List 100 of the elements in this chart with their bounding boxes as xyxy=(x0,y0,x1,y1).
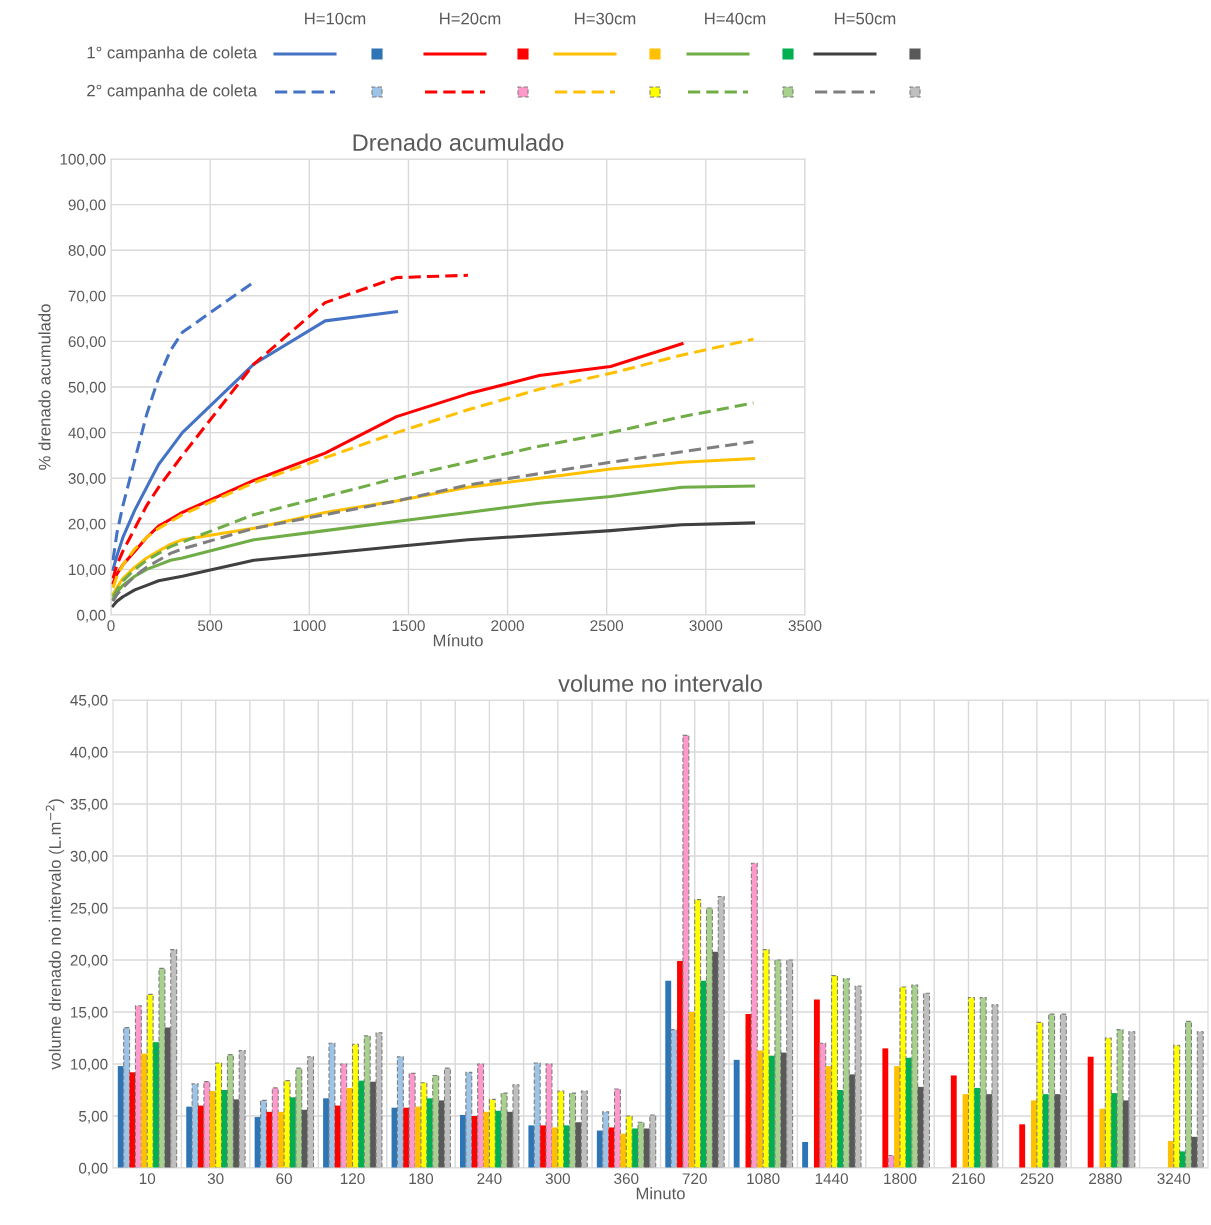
bar xyxy=(134,1005,142,1168)
text: H=30cm xyxy=(575,12,636,25)
x-tick-label: 0 xyxy=(107,620,115,632)
y-tick-label: 5,00 xyxy=(79,1110,108,1124)
bar xyxy=(203,1081,211,1168)
bar xyxy=(694,899,702,1168)
bar xyxy=(905,1057,912,1168)
bar xyxy=(677,961,683,1168)
bar xyxy=(757,1050,764,1168)
x-tick-label: 60 xyxy=(276,1173,292,1185)
bar xyxy=(569,1092,577,1168)
bar xyxy=(465,1071,473,1168)
bar xyxy=(712,951,719,1168)
bar xyxy=(780,1052,787,1168)
bar xyxy=(774,959,782,1168)
bar xyxy=(733,1059,740,1168)
x-tick-label: 3500 xyxy=(788,620,822,632)
bar xyxy=(403,1107,410,1168)
bar xyxy=(323,1098,329,1168)
bar xyxy=(637,1121,645,1168)
y-tick-label: 80,00 xyxy=(68,245,106,258)
bar xyxy=(408,1072,416,1168)
bar xyxy=(632,1128,639,1168)
x-tick-label: 240 xyxy=(477,1173,502,1185)
x-tick-label: 3000 xyxy=(689,620,723,632)
y-tick-label: 45,00 xyxy=(70,694,108,708)
y-tick-label: 15,00 xyxy=(71,1006,108,1020)
bar xyxy=(289,1097,296,1168)
y-tick-label: 20,00 xyxy=(70,954,108,968)
bar xyxy=(500,1092,508,1168)
bar xyxy=(266,1111,273,1168)
x-tick-label: 120 xyxy=(340,1173,365,1185)
y-tick-label: 70,00 xyxy=(68,290,106,304)
bar xyxy=(580,1090,588,1168)
y-tick-label: 30,00 xyxy=(68,473,106,486)
bar xyxy=(295,1067,303,1168)
y-tick-label: 0,00 xyxy=(79,1162,108,1176)
line-series xyxy=(111,521,755,608)
bar xyxy=(802,1142,809,1168)
x-tick-label: 2500 xyxy=(590,620,624,632)
bar xyxy=(923,992,931,1168)
bar xyxy=(842,978,850,1168)
bar xyxy=(533,1062,541,1168)
y-tick-label: 10,00 xyxy=(71,1058,108,1072)
bar xyxy=(688,1012,695,1168)
y-tick-label: 100,00 xyxy=(60,153,106,167)
bar xyxy=(557,1090,565,1168)
text: H=20cm xyxy=(440,12,501,25)
x-axis-title: Mínuto xyxy=(433,633,483,647)
bar xyxy=(375,1032,383,1168)
x-tick-label: 720 xyxy=(682,1173,707,1185)
x-tick-label: 300 xyxy=(545,1173,570,1185)
bar xyxy=(625,1115,633,1168)
bar xyxy=(825,1066,832,1168)
text: 1° campanha de coleta xyxy=(87,46,258,62)
bar xyxy=(1128,1031,1136,1168)
bar xyxy=(363,1035,371,1168)
bar xyxy=(1036,1021,1044,1168)
y-tick-label: 40,00 xyxy=(70,746,108,760)
y-tick-label: 25,00 xyxy=(70,902,108,916)
bar xyxy=(665,980,672,1168)
x-axis-title: Minuto xyxy=(636,1187,685,1200)
x-tick-label: 10 xyxy=(139,1173,156,1185)
bar xyxy=(602,1111,610,1168)
bar xyxy=(613,1088,621,1168)
bar xyxy=(215,1062,223,1168)
bar xyxy=(432,1074,440,1168)
y-tick-label: 20,00 xyxy=(68,518,106,532)
bar xyxy=(1191,1136,1198,1168)
bar xyxy=(967,996,975,1168)
bar xyxy=(443,1067,451,1168)
y-tick-label: 60,00 xyxy=(68,336,106,349)
bar xyxy=(882,1048,889,1168)
x-tick-label: 30 xyxy=(207,1173,224,1185)
bar xyxy=(271,1087,279,1168)
bar xyxy=(226,1054,234,1168)
bar xyxy=(894,1066,901,1168)
bar xyxy=(769,1055,775,1168)
bar xyxy=(819,1042,827,1168)
bar xyxy=(1087,1056,1094,1168)
bar xyxy=(899,986,907,1168)
x-tick-label: 3240 xyxy=(1157,1173,1191,1185)
y-tick-label: 50,00 xyxy=(68,381,106,395)
x-tick-label: 2520 xyxy=(1020,1173,1054,1185)
x-tick-label: 360 xyxy=(614,1173,639,1185)
bar xyxy=(1116,1029,1124,1168)
bar xyxy=(1173,1044,1181,1168)
y-tick-label: 0,00 xyxy=(77,609,106,623)
bar xyxy=(837,1090,844,1168)
bar xyxy=(528,1125,535,1168)
bar xyxy=(351,1043,359,1168)
chart-title: volume no intervalo xyxy=(558,674,762,692)
bar xyxy=(233,1099,240,1168)
bar xyxy=(750,862,758,1168)
bar xyxy=(786,959,794,1168)
bar xyxy=(209,1091,216,1168)
bar xyxy=(762,949,770,1168)
bar xyxy=(545,1063,553,1168)
bar xyxy=(153,1042,159,1168)
bar xyxy=(649,1114,657,1168)
